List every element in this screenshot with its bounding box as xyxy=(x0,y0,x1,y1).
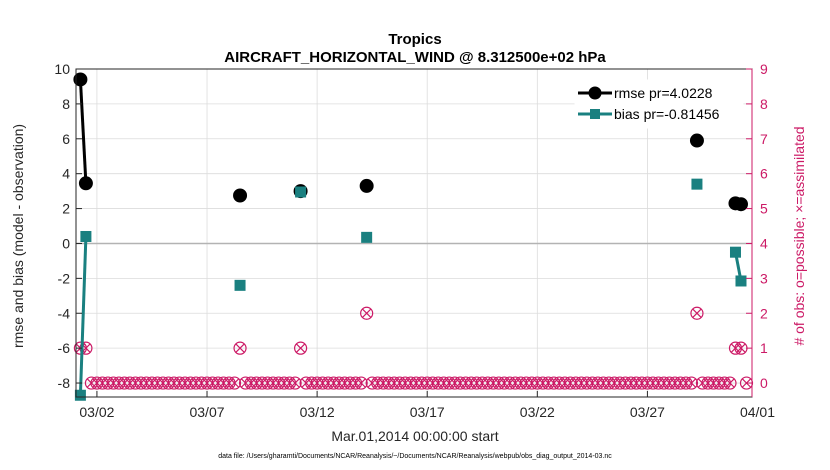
y2-tick-label: 8 xyxy=(760,96,768,112)
obs-assimilated-marker xyxy=(692,308,702,318)
legend-bias-label: bias pr=-0.81456 xyxy=(614,106,720,122)
y2-tick-label: 2 xyxy=(760,305,768,321)
obs-assimilated-marker xyxy=(725,378,735,388)
obs-count-markers xyxy=(73,306,754,390)
obs-possible-marker xyxy=(684,376,699,390)
bias-point xyxy=(234,279,246,291)
obs-possible-marker xyxy=(288,376,302,390)
y-tick-label: -8 xyxy=(58,375,71,391)
rmse-point xyxy=(78,176,93,191)
y2-axis-label: # of obs: o=possible; ×=assimilated xyxy=(791,126,807,345)
obs-possible-marker xyxy=(233,341,247,355)
bias-point xyxy=(80,230,92,242)
y2-tick-label: 9 xyxy=(760,61,768,77)
y-tick-label: 10 xyxy=(54,61,70,77)
x-tick-label: 03/12 xyxy=(300,404,335,420)
axis-ticks: -8 -6 -4 -2 0 2 4 6 8 10 0 1 2 3 4 5 6 7 8 9 03/02 03/07 03/12… xyxy=(54,61,775,420)
y2-tick-label: 5 xyxy=(760,201,768,217)
obs-assimilated-marker xyxy=(290,378,300,388)
legend-rmse-label: rmse pr=4.0228 xyxy=(614,85,713,101)
y-tick-label: 4 xyxy=(62,166,70,182)
bias-segment xyxy=(78,236,88,396)
bias-point xyxy=(295,186,307,198)
bias-point xyxy=(74,389,86,401)
obs-possible-marker xyxy=(360,306,374,320)
y-tick-label: 0 xyxy=(62,235,70,251)
obs-possible-marker xyxy=(293,341,308,355)
legend: rmse pr=4.0228 bias pr=-0.81456 xyxy=(574,79,744,129)
y2-tick-label: 3 xyxy=(760,270,768,286)
chart-subtitle: AIRCRAFT_HORIZONTAL_WIND @ 8.312500e+02 … xyxy=(224,49,606,66)
x-axis-label: Mar.01,2014 00:00:00 start xyxy=(331,428,498,444)
obs-assimilated-marker xyxy=(235,343,245,353)
obs-possible-marker xyxy=(354,376,368,390)
rmse-point xyxy=(359,178,374,193)
y-tick-label: -6 xyxy=(58,340,71,356)
rmse-point xyxy=(689,133,704,148)
legend-bias-marker xyxy=(590,109,600,119)
y-axis-label: rmse and bias (model - observation) xyxy=(10,124,26,348)
bias-point xyxy=(729,246,741,258)
y2-tick-label: 1 xyxy=(760,340,768,356)
obs-assimilated-marker xyxy=(362,308,372,318)
series-layer xyxy=(73,72,748,401)
legend-rmse-marker xyxy=(588,86,602,100)
y-tick-label: 6 xyxy=(62,131,70,147)
x-tick-label: 03/22 xyxy=(520,404,555,420)
rmse-point xyxy=(733,197,748,212)
x-tick-label: 04/01 xyxy=(740,404,775,420)
y2-tick-label: 4 xyxy=(760,235,768,251)
obs-assimilated-marker xyxy=(736,343,746,353)
x-tick-label: 03/17 xyxy=(410,404,445,420)
y-tick-label: -4 xyxy=(58,305,71,321)
y-tick-label: 8 xyxy=(62,96,70,112)
bias-point xyxy=(361,231,373,243)
obs-assimilated-marker xyxy=(686,378,697,388)
bias-point xyxy=(691,178,703,190)
obs-assimilated-marker xyxy=(295,343,306,353)
y2-tick-label: 7 xyxy=(760,131,768,147)
y-tick-label: 2 xyxy=(62,201,70,217)
legend-box xyxy=(574,79,744,129)
rmse-point xyxy=(73,72,88,87)
obs-assimilated-marker xyxy=(356,378,366,388)
bias-point xyxy=(735,275,747,287)
rmse-point xyxy=(233,188,248,203)
obs-possible-marker xyxy=(723,376,737,390)
x-tick-label: 03/02 xyxy=(79,404,114,420)
obs-possible-marker xyxy=(690,306,704,320)
y2-tick-label: 0 xyxy=(760,375,768,391)
obs-assimilated-marker xyxy=(229,378,240,388)
y2-tick-label: 6 xyxy=(760,166,768,182)
y-tick-label: -2 xyxy=(58,270,71,286)
x-tick-label: 03/27 xyxy=(630,404,665,420)
obs-possible-marker xyxy=(227,376,242,390)
rmse-segment xyxy=(78,79,88,184)
chart-title: Tropics xyxy=(388,31,441,48)
data-file-footnote: data file: /Users/gharamti/Documents/NCA… xyxy=(218,453,612,460)
x-tick-label: 03/07 xyxy=(189,404,224,420)
